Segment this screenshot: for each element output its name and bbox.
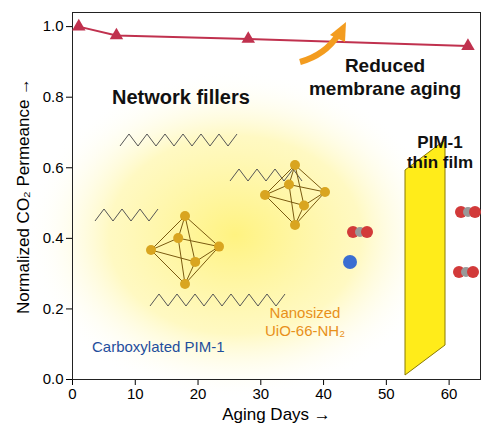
- svg-text:0.8: 0.8: [43, 88, 64, 105]
- svg-text:thin film: thin film: [407, 153, 473, 172]
- svg-text:0.0: 0.0: [43, 370, 64, 387]
- svg-text:60: 60: [441, 385, 458, 402]
- svg-text:1.0: 1.0: [43, 17, 64, 34]
- svg-text:0.6: 0.6: [43, 159, 64, 176]
- svg-text:UiO-66-NH₂: UiO-66-NH₂: [265, 322, 345, 339]
- svg-text:Carboxylated PIM-1: Carboxylated PIM-1: [92, 338, 225, 355]
- svg-text:PIM-1: PIM-1: [417, 133, 462, 152]
- svg-text:Network fillers: Network fillers: [112, 86, 250, 108]
- svg-text:Normalized CO₂ Permeance →: Normalized CO₂ Permeance →: [14, 78, 33, 314]
- svg-text:30: 30: [252, 385, 269, 402]
- svg-text:membrane aging: membrane aging: [309, 78, 461, 99]
- svg-text:50: 50: [378, 385, 395, 402]
- svg-text:10: 10: [127, 385, 144, 402]
- svg-text:20: 20: [190, 385, 207, 402]
- svg-text:0.4: 0.4: [43, 229, 64, 246]
- svg-text:40: 40: [315, 385, 332, 402]
- svg-text:Reduced: Reduced: [345, 55, 425, 76]
- svg-text:Aging Days →: Aging Days →: [222, 405, 331, 423]
- svg-text:0.2: 0.2: [43, 300, 64, 317]
- svg-text:0: 0: [68, 385, 76, 402]
- svg-text:Nanosized: Nanosized: [270, 304, 341, 321]
